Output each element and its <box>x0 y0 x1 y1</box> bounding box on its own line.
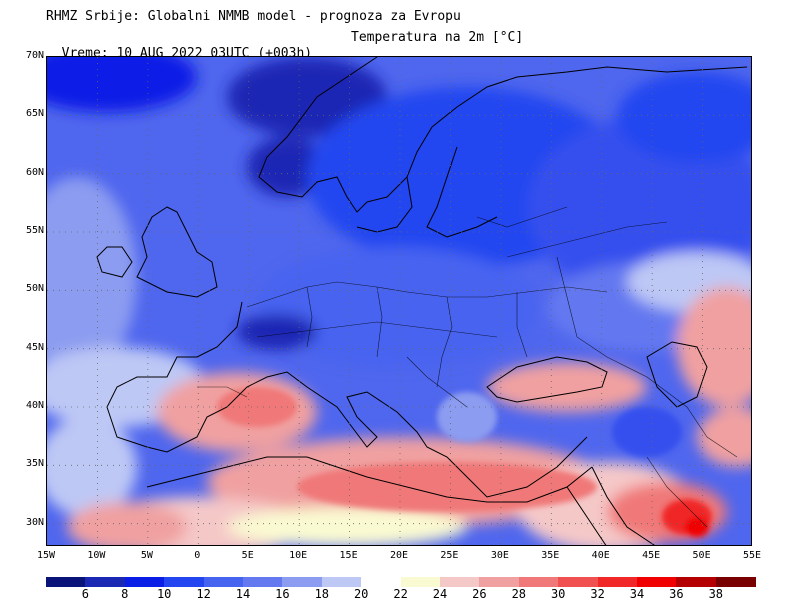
map-title: RHMZ Srbije: Globalni NMMB model - progn… <box>46 9 461 24</box>
temperature-field <box>47 57 751 545</box>
legend-swatch <box>85 577 126 587</box>
lat-tick-label: 65N <box>25 108 44 120</box>
legend-label: 24 <box>432 587 448 601</box>
lon-tick-label: 5W <box>140 550 153 561</box>
lon-tick-label: 10E <box>289 550 308 561</box>
legend-swatch <box>321 577 362 587</box>
legend-label: 20 <box>353 587 369 601</box>
lon-tick-label: 20E <box>389 550 409 561</box>
legend-swatch <box>46 577 86 587</box>
legend-swatch <box>164 577 205 587</box>
lat-tick-label: 45N <box>25 341 44 353</box>
legend-label: 26 <box>472 587 487 601</box>
field-name: Temperatura na 2m [°C] <box>351 30 524 45</box>
legend-label: 22 <box>393 587 408 601</box>
coastlines <box>96 57 748 545</box>
legend-swatch <box>558 577 599 587</box>
lon-tick-label: 25E <box>440 550 459 561</box>
legend-label: 14 <box>235 587 251 601</box>
lon-tick-label: 10W <box>87 550 106 561</box>
graticule <box>47 57 751 545</box>
legend-swatch <box>282 577 323 587</box>
lon-tick-label: 15E <box>339 550 358 561</box>
legend-swatch <box>715 577 756 587</box>
legend-swatch <box>440 577 480 587</box>
legend-label: 16 <box>275 587 290 601</box>
legend-swatch <box>518 577 559 587</box>
legend-swatch <box>400 577 441 587</box>
legend-swatch <box>676 577 717 587</box>
lat-tick-label: 35N <box>25 458 44 470</box>
legend-swatch <box>124 577 165 587</box>
legend-swatch <box>479 577 520 587</box>
legend-label: 18 <box>314 587 330 601</box>
lon-tick-label: 35E <box>541 550 560 561</box>
legend-label: 34 <box>629 587 645 601</box>
legend-label: 32 <box>590 587 605 601</box>
legend-label: 38 <box>708 587 724 601</box>
color-legend <box>46 577 756 587</box>
legend-label: 10 <box>156 587 172 601</box>
lat-tick-label: 70N <box>25 50 44 61</box>
map-canvas <box>47 57 751 545</box>
lat-tick-label: 60N <box>25 166 44 178</box>
country-borders <box>197 206 738 528</box>
legend-label: 28 <box>511 587 527 601</box>
lat-tick-label: 40N <box>25 400 44 411</box>
legend-label: 6 <box>81 587 89 601</box>
lon-tick-label: 5E <box>241 550 254 561</box>
temperature-map <box>46 56 752 546</box>
legend-label: 8 <box>121 587 129 601</box>
lon-tick-label: 30E <box>490 550 509 561</box>
lon-tick-label: 50E <box>692 550 711 561</box>
lat-tick-label: 50N <box>25 283 44 295</box>
lon-tick-label: 15W <box>36 550 56 561</box>
lon-tick-label: 55E <box>742 550 762 561</box>
legend-label: 12 <box>196 587 211 601</box>
legend-label: 36 <box>669 587 684 601</box>
legend-swatch <box>597 577 638 587</box>
legend-swatch <box>637 577 677 587</box>
lon-tick-label: 0 <box>194 550 201 561</box>
lon-tick-label: 40E <box>591 550 610 561</box>
lat-tick-label: 30N <box>25 516 44 528</box>
lat-tick-label: 55N <box>25 225 44 236</box>
legend-swatch <box>361 577 402 587</box>
lon-tick-label: 45E <box>642 550 661 561</box>
legend-swatch <box>203 577 244 587</box>
legend-swatch <box>243 577 283 587</box>
legend-label: 30 <box>550 587 566 601</box>
